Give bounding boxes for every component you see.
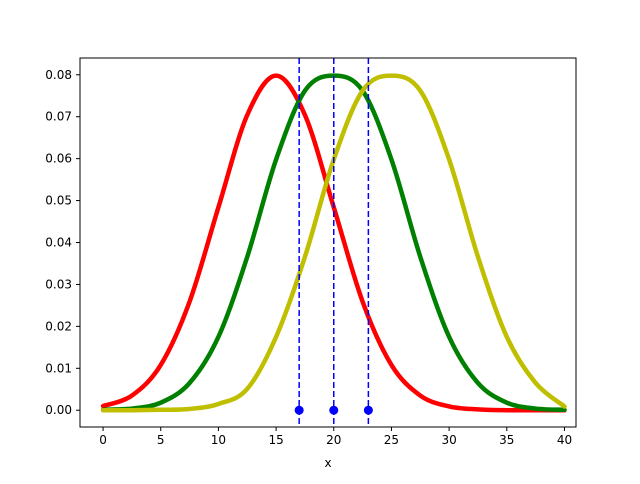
series-line-1 (100, 73, 567, 413)
marker-point-2 (329, 405, 339, 415)
x-tick-label: 20 (326, 433, 341, 447)
y-tick-label: 0.06 (45, 152, 72, 166)
y-tick-label: 0.02 (45, 319, 72, 333)
x-tick-label: 0 (99, 433, 107, 447)
vertical-lines-layer (298, 58, 370, 427)
x-tick-label: 10 (211, 433, 226, 447)
x-tick-label: 15 (268, 433, 283, 447)
y-tick-label: 0.01 (45, 361, 72, 375)
x-tick-label: 35 (499, 433, 514, 447)
y-tick-label: 0.05 (45, 194, 72, 208)
y-tick-label: 0.03 (45, 277, 72, 291)
x-tick-label: 25 (384, 433, 399, 447)
marker-point-1 (294, 405, 304, 415)
x-axis-label: x (324, 456, 331, 470)
y-tick-label: 0.08 (45, 68, 72, 82)
y-ticks: 0.00 0.01 0.02 0.03 0.04 0.05 0.06 0.07 0.08 (45, 68, 80, 417)
x-tick-label: 30 (441, 433, 456, 447)
y-tick-label: 0.00 (45, 403, 72, 417)
marker-point-3 (363, 405, 373, 415)
y-tick-label: 0.04 (45, 236, 72, 250)
markers-layer (294, 405, 373, 415)
x-tick-label: 40 (557, 433, 572, 447)
y-tick-label: 0.07 (45, 110, 72, 124)
x-ticks: 0 5 10 15 20 25 30 35 40 (99, 427, 572, 447)
series-line-2 (100, 73, 567, 413)
x-tick-label: 5 (157, 433, 165, 447)
